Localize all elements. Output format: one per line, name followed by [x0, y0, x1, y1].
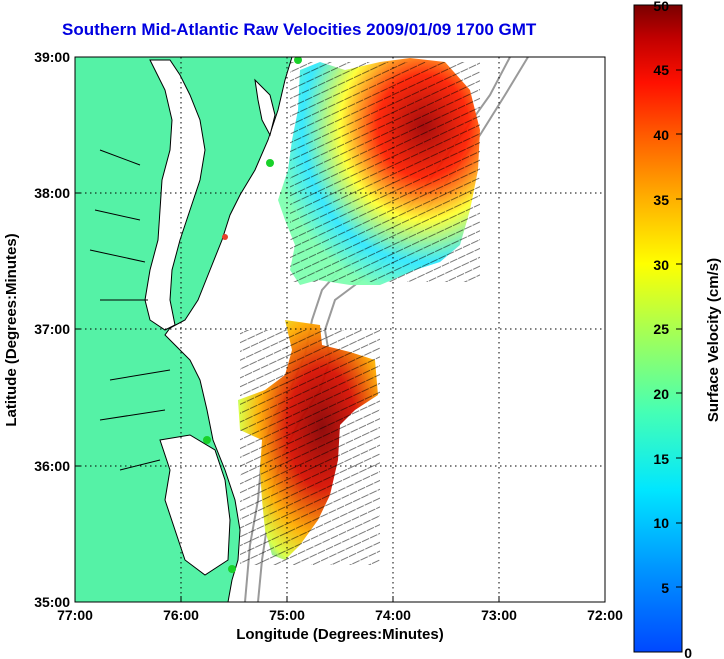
chesapeake-bay: [144, 59, 206, 331]
colorbar: 50 45 40 35 30 25 20 15 10 5 0 Surface V…: [633, 0, 722, 659]
y-tick-label: 35:00: [34, 594, 70, 610]
x-tick-label: 77:00: [57, 607, 93, 623]
colorbar-tick-label: 10: [653, 515, 669, 531]
colorbar-tick-label: 25: [653, 321, 669, 337]
y-tick-label: 39:00: [34, 49, 70, 65]
river-inlets: [89, 149, 171, 471]
colorbar-tick-label: 50: [653, 0, 669, 14]
velocity-vectors-north: [290, 62, 480, 282]
x-tick-label: 72:00: [587, 607, 623, 623]
y-tick-label: 36:00: [34, 458, 70, 474]
colorbar-bar: [633, 4, 683, 653]
colorbar-tick-label: 20: [653, 386, 669, 402]
colorbar-tick-label: 0: [684, 645, 692, 659]
colorbar-tick-label: 5: [661, 580, 669, 596]
colorbar-ticks: [676, 4, 682, 588]
station-marker: [222, 234, 228, 240]
y-axis-label: Latitude (Degrees:Minutes): [3, 233, 20, 426]
colorbar-tick-label: 30: [653, 257, 669, 273]
station-marker: [203, 436, 211, 444]
colorbar-tick-label: 40: [653, 127, 669, 143]
colorbar-tick-label: 45: [653, 62, 669, 78]
x-tick-label: 74:00: [375, 607, 411, 623]
tick-marks: [75, 192, 500, 602]
x-tick-label: 73:00: [481, 607, 517, 623]
x-tick-labels: 77:00 76:00 75:00 74:00 73:00 72:00: [57, 607, 623, 623]
delaware-bay: [254, 78, 276, 137]
grid-lines: [75, 57, 605, 602]
station-marker: [294, 57, 302, 64]
station-marker: [228, 565, 236, 573]
y-tick-label: 38:00: [34, 185, 70, 201]
station-marker: [266, 159, 274, 167]
x-axis-label: Longitude (Degrees:Minutes): [236, 626, 444, 643]
y-tick-labels: 39:00 38:00 37:00 36:00 35:00: [34, 49, 70, 610]
x-tick-label: 75:00: [269, 607, 305, 623]
radar-stations: [203, 57, 302, 573]
map-layer: [75, 57, 605, 602]
x-tick-label: 76:00: [163, 607, 199, 623]
pamlico-sound: [159, 434, 231, 576]
land-mass: [75, 57, 293, 602]
velocity-vectors-south: [240, 330, 380, 565]
map-title: Southern Mid-Atlantic Raw Velocities 200…: [62, 20, 537, 39]
colorbar-tick-label: 15: [653, 451, 669, 467]
y-tick-label: 37:00: [34, 321, 70, 337]
colorbar-tick-label: 35: [653, 192, 669, 208]
colorbar-label: Surface Velocity (cm/s): [705, 258, 722, 422]
